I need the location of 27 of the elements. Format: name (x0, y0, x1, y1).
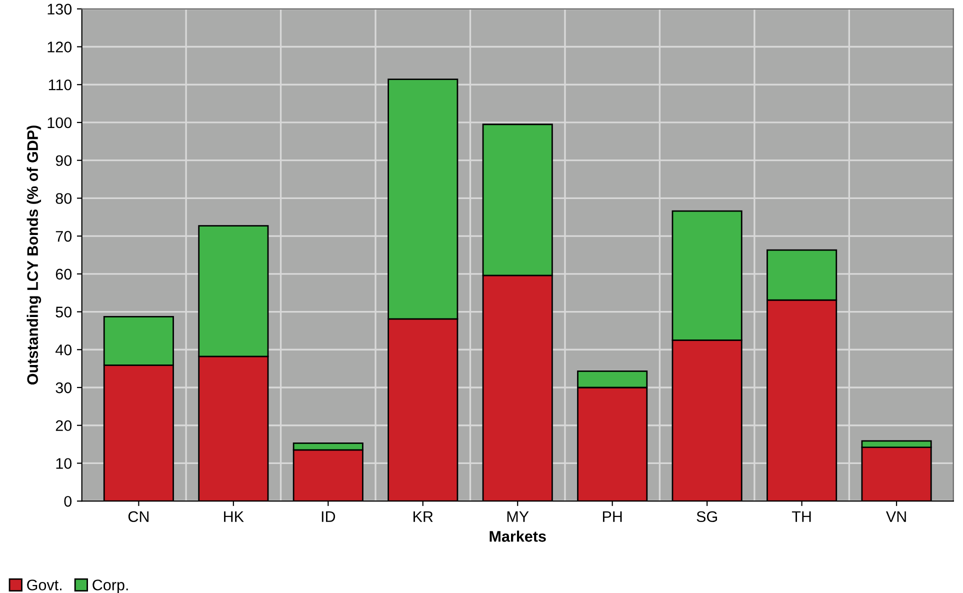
y-tick-label: 40 (55, 344, 72, 356)
y-tick-label: 0 (64, 496, 72, 507)
x-tick-label: ID (322, 511, 336, 522)
y-tick-label: 50 (56, 306, 72, 318)
y-tick-label: 110 (48, 79, 72, 90)
y-tick-label: 90 (56, 155, 72, 166)
x-tick-label: CN (128, 511, 148, 522)
y-axis-title: Outstanding LCY Bonds (% of GDP) (26, 126, 42, 384)
legend-label: Govt. (27, 580, 62, 590)
x-tick-label: KR (414, 511, 433, 522)
x-axis-title: Markets (490, 530, 546, 542)
legend-label: Corp. (92, 580, 128, 593)
x-tick-label: HK (224, 511, 244, 522)
x-tick-label: VN (886, 511, 906, 522)
x-tick-label: PH (602, 511, 622, 522)
x-tick-label: SG (696, 511, 717, 522)
y-tick-label: 120 (48, 42, 72, 52)
y-tick-label: 60 (56, 268, 72, 280)
x-tick-label: MY (507, 511, 529, 522)
y-tick-label: 80 (56, 193, 72, 204)
y-tick-label: 10 (56, 458, 72, 469)
y-tick-label: 130 (48, 4, 72, 15)
x-tick-label: TH (792, 511, 811, 522)
y-tick-label: 100 (48, 117, 72, 128)
y-tick-label: 70 (56, 230, 72, 242)
y-tick-label: 30 (56, 382, 72, 394)
y-tick-label: 20 (56, 420, 72, 432)
